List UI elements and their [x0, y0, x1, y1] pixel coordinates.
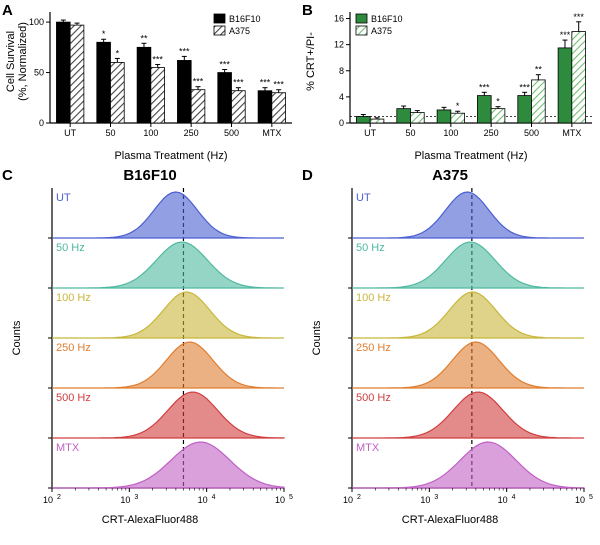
- svg-text:250: 250: [184, 128, 199, 138]
- svg-text:500 Hz: 500 Hz: [356, 392, 391, 404]
- svg-text:10: 10: [575, 495, 585, 505]
- panel-D-label: D: [302, 167, 313, 184]
- svg-text:250 Hz: 250 Hz: [356, 342, 391, 354]
- svg-text:4: 4: [512, 494, 516, 501]
- svg-text:Counts: Counts: [311, 320, 323, 355]
- svg-text:***: ***: [560, 30, 571, 40]
- panel-D-title: A375: [306, 167, 594, 184]
- panel-A: A 050100Cell Survival(%, Normalized)UT**…: [0, 0, 300, 165]
- svg-text:***: ***: [573, 12, 584, 22]
- svg-text:50: 50: [105, 128, 115, 138]
- svg-text:8: 8: [339, 66, 344, 76]
- svg-text:***: ***: [193, 77, 204, 87]
- svg-text:MTX: MTX: [562, 128, 581, 138]
- svg-text:12: 12: [334, 40, 344, 50]
- panel-D-xlabel: CRT-AlexaFluor488: [306, 514, 594, 526]
- svg-text:100: 100: [143, 128, 158, 138]
- bar-chart-A: 050100Cell Survival(%, Normalized)UT**50…: [0, 0, 300, 165]
- panel-B: B 0481216% CRT+/PI-UT50*100****250*****5…: [300, 0, 600, 165]
- svg-text:B16F10: B16F10: [371, 14, 403, 24]
- svg-text:***: ***: [260, 78, 271, 88]
- svg-text:MTX: MTX: [262, 128, 281, 138]
- bar-chart-B: 0481216% CRT+/PI-UT50*100****250*****500…: [300, 0, 600, 165]
- svg-text:50 Hz: 50 Hz: [356, 242, 385, 254]
- svg-text:*: *: [102, 29, 106, 39]
- svg-text:MTX: MTX: [356, 442, 380, 454]
- svg-text:50: 50: [405, 128, 415, 138]
- svg-text:2: 2: [57, 494, 61, 501]
- figure-root: A 050100Cell Survival(%, Normalized)UT**…: [0, 0, 600, 545]
- svg-text:10: 10: [198, 495, 208, 505]
- top-row: A 050100Cell Survival(%, Normalized)UT**…: [0, 0, 600, 165]
- svg-text:16: 16: [334, 14, 344, 24]
- svg-text:100 Hz: 100 Hz: [56, 292, 91, 304]
- svg-text:**: **: [535, 65, 543, 75]
- svg-text:10: 10: [420, 495, 430, 505]
- svg-text:*: *: [496, 97, 500, 107]
- svg-text:UT: UT: [356, 192, 371, 204]
- svg-text:UT: UT: [56, 192, 71, 204]
- svg-text:UT: UT: [364, 128, 376, 138]
- svg-text:***: ***: [219, 60, 230, 70]
- svg-text:5: 5: [589, 494, 593, 501]
- svg-text:***: ***: [479, 82, 490, 92]
- bottom-row: C B16F10 CountsUT50 Hz100 Hz250 Hz500 Hz…: [0, 165, 600, 545]
- svg-text:100 Hz: 100 Hz: [356, 292, 391, 304]
- svg-text:4: 4: [339, 92, 344, 102]
- svg-text:***: ***: [152, 54, 163, 64]
- svg-text:10: 10: [498, 495, 508, 505]
- svg-text:A375: A375: [229, 26, 250, 36]
- svg-text:50 Hz: 50 Hz: [56, 242, 85, 254]
- svg-text:MTX: MTX: [56, 442, 80, 454]
- svg-text:100: 100: [443, 128, 458, 138]
- svg-text:Plasma Treatment (Hz): Plasma Treatment (Hz): [414, 150, 527, 162]
- panel-C-title: B16F10: [6, 167, 294, 184]
- panel-C-label: C: [2, 167, 13, 184]
- svg-text:500: 500: [224, 128, 239, 138]
- svg-text:10: 10: [343, 495, 353, 505]
- svg-text:(%, Normalized): (%, Normalized): [17, 22, 29, 101]
- panel-A-label: A: [2, 2, 13, 19]
- svg-text:500: 500: [524, 128, 539, 138]
- svg-text:10: 10: [275, 495, 285, 505]
- panel-D: D A375 Counts UT 50 Hz 100 Hz 250 Hz 500 Hz MT…: [300, 165, 600, 545]
- panel-C: C B16F10 Counts UT 50 Hz 100 Hz 250 Hz 500 Hz…: [0, 165, 300, 545]
- svg-text:Plasma Treatment (Hz): Plasma Treatment (Hz): [114, 150, 227, 162]
- svg-text:***: ***: [519, 82, 530, 92]
- svg-text:*: *: [116, 48, 120, 58]
- svg-text:***: ***: [273, 80, 284, 90]
- svg-text:A375: A375: [371, 26, 392, 36]
- svg-text:***: ***: [233, 78, 244, 88]
- svg-text:0: 0: [339, 118, 344, 128]
- panel-C-xlabel: CRT-AlexaFluor488: [6, 514, 294, 526]
- svg-text:10: 10: [120, 495, 130, 505]
- svg-text:Counts: Counts: [11, 320, 23, 355]
- svg-text:500 Hz: 500 Hz: [56, 392, 91, 404]
- svg-text:% CRT+/PI-: % CRT+/PI-: [305, 32, 317, 91]
- svg-text:Cell Survival: Cell Survival: [5, 31, 17, 92]
- panel-B-label: B: [302, 2, 313, 19]
- svg-text:UT: UT: [64, 128, 76, 138]
- svg-text:4: 4: [212, 494, 216, 501]
- svg-text:3: 3: [134, 494, 138, 501]
- svg-text:10: 10: [43, 495, 53, 505]
- svg-text:0: 0: [39, 118, 44, 128]
- svg-text:*: *: [456, 101, 460, 111]
- svg-text:B16F10: B16F10: [229, 14, 261, 24]
- svg-text:***: ***: [179, 46, 190, 56]
- svg-text:2: 2: [357, 494, 361, 501]
- svg-text:**: **: [140, 33, 148, 43]
- histogram-stack-C: Counts UT 50 Hz 100 Hz 250 Hz 500 Hz MTX 10 2 10 3…: [6, 184, 294, 514]
- svg-text:250 Hz: 250 Hz: [56, 342, 91, 354]
- svg-text:3: 3: [434, 494, 438, 501]
- histogram-stack-D: Counts UT 50 Hz 100 Hz 250 Hz 500 Hz MTX 10 2 10 3…: [306, 184, 594, 514]
- svg-text:5: 5: [289, 494, 293, 501]
- svg-text:250: 250: [484, 128, 499, 138]
- svg-text:100: 100: [29, 17, 44, 27]
- svg-text:50: 50: [34, 68, 44, 78]
